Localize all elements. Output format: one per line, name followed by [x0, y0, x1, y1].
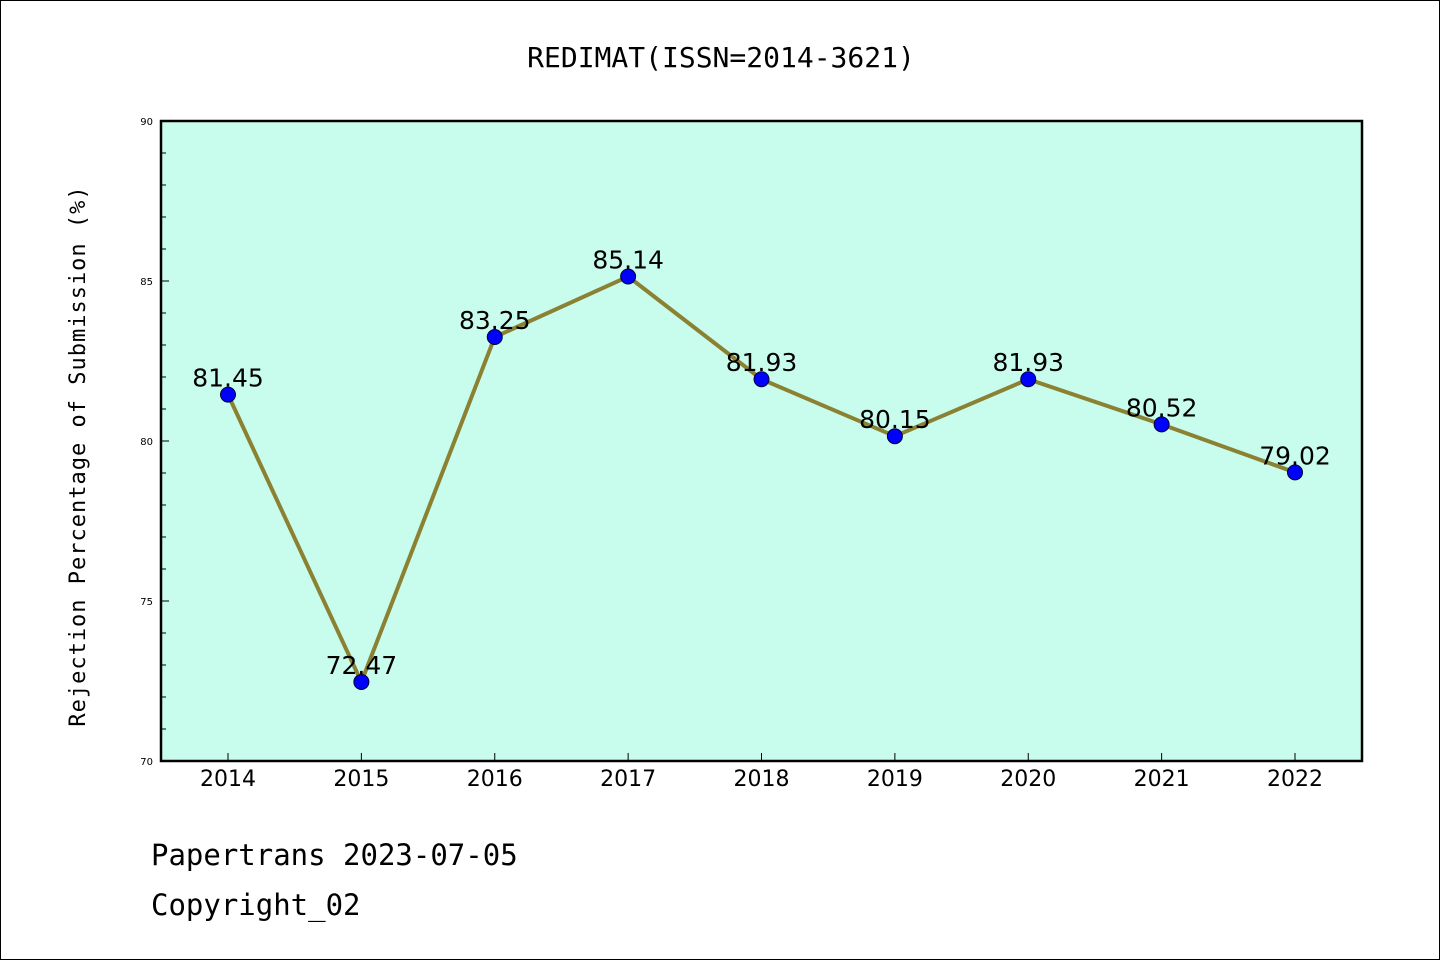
data-point — [486, 329, 503, 345]
y-tick-label: 90 — [140, 117, 153, 128]
x-tick-label: 2018 — [734, 767, 790, 792]
data-point — [753, 371, 770, 388]
x-tick-label: 2022 — [1267, 767, 1323, 792]
plot-area — [161, 121, 1362, 761]
data-label: 72.47 — [326, 651, 398, 680]
data-point — [220, 386, 236, 403]
data-point — [620, 268, 637, 285]
data-label: 80.15 — [859, 405, 931, 434]
series-markers — [220, 268, 1303, 690]
y-axis-label: Rejection Percentage of Submission (%) — [66, 185, 91, 726]
plot-border — [159, 119, 1364, 763]
x-tick-label: 2014 — [200, 767, 256, 792]
data-label: 80.52 — [1126, 393, 1198, 422]
data-label: 81.93 — [726, 348, 798, 377]
data-point — [1287, 464, 1303, 481]
y-tick-label: 80 — [140, 437, 153, 448]
data-label: 81.93 — [992, 348, 1064, 377]
data-point — [1153, 416, 1170, 433]
data-label: 79.02 — [1259, 441, 1331, 470]
x-axis: 2014 2015 2016 2017 2018 2019 2020 2021 2022 — [200, 753, 1323, 792]
x-tick-label: 2019 — [867, 767, 923, 792]
x-tick-label: 2020 — [1000, 767, 1056, 792]
data-label: 81.45 — [192, 364, 264, 393]
x-tick-label: 2015 — [333, 767, 389, 792]
y-tick-label: 85 — [140, 277, 153, 288]
data-label: 85.14 — [592, 246, 664, 275]
x-tick-label: 2017 — [600, 767, 656, 792]
x-tick-label: 2016 — [467, 767, 523, 792]
y-tick-label: 75 — [140, 597, 153, 608]
data-point — [1020, 371, 1037, 388]
data-labels: 81.45 72.47 83.25 85.14 81.93 80.15 81.93 80.52… — [192, 246, 1331, 680]
y-tick-label: 70 — [140, 757, 153, 768]
data-point — [886, 428, 903, 445]
footer-publisher-date: Papertrans 2023-07-05 — [151, 838, 518, 872]
footer-copyright: Copyright_02 — [151, 888, 361, 923]
data-label: 83.25 — [459, 306, 531, 335]
data-point — [353, 673, 370, 690]
chart-title: REDIMAT(ISSN=2014-3621) — [527, 41, 915, 74]
x-tick-label: 2021 — [1134, 767, 1190, 792]
